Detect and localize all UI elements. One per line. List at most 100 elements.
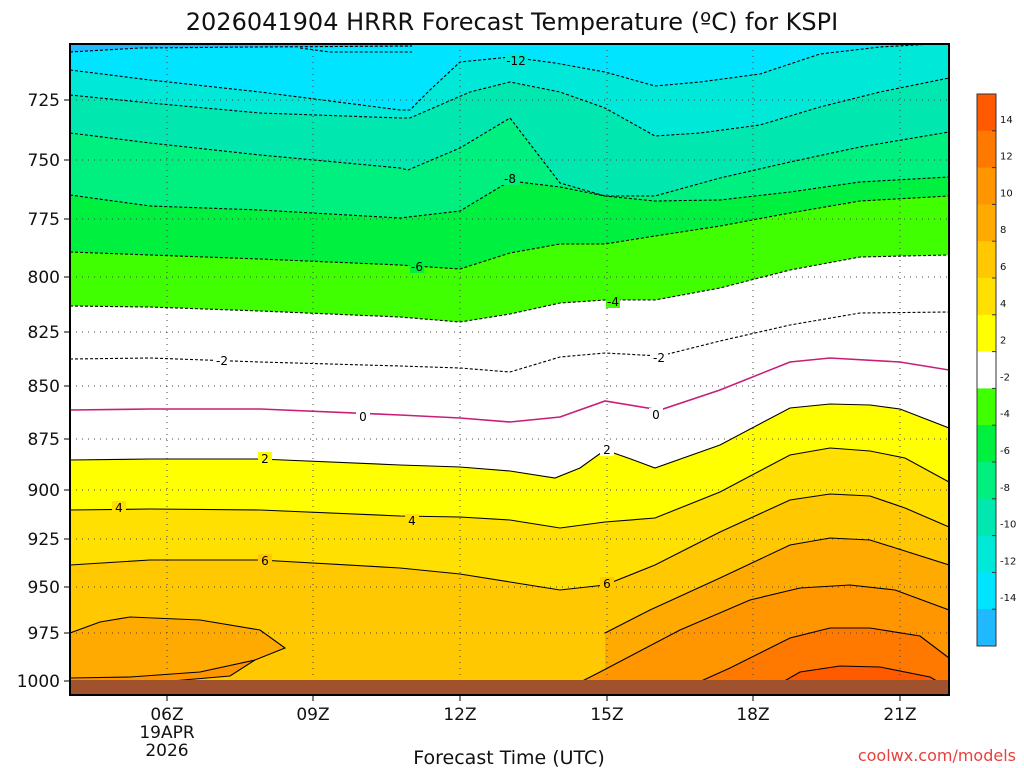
contour-label-four-right: 4 [405, 514, 419, 528]
colorbar-swatch [977, 314, 996, 353]
plot-frame [69, 43, 950, 696]
y-tick-label: 925 [28, 530, 60, 550]
svg-text:0: 0 [359, 410, 367, 424]
contour-label-two-right: 2 [600, 443, 614, 457]
contour-minus10 [70, 77, 949, 137]
y-tick-label: 800 [28, 268, 60, 288]
contour-label-six-right: 6 [600, 577, 614, 591]
y-tick-label: 950 [28, 578, 60, 598]
colorbar-tick-label: -4 [1000, 409, 1010, 420]
svg-text:-2: -2 [216, 354, 228, 368]
contour-label-minus2-left: -2 [215, 354, 229, 368]
svg-text:4: 4 [408, 514, 416, 528]
x-tick-label: 18Z [736, 705, 769, 725]
svg-text:-12: -12 [506, 54, 526, 68]
y-tick-label: 975 [28, 624, 60, 644]
contour-minus2-upper [70, 311, 949, 373]
x-tick-label: 09Z [296, 705, 329, 725]
x-tick-label: 06Z [150, 705, 183, 725]
svg-text:-2: -2 [653, 351, 665, 365]
contour-label-minus12: -12 [505, 54, 527, 68]
colorbar-swatch [977, 94, 996, 132]
x-tick-label: 15Z [590, 705, 623, 725]
contour-plus10-right [554, 584, 949, 695]
colorbar-frame [976, 93, 997, 647]
svg-text:6: 6 [261, 554, 269, 568]
colorbar-tick-label: 12 [1000, 152, 1013, 163]
x-tick-label: 21Z [883, 705, 916, 725]
colorbar-tick-label: -10 [1000, 520, 1016, 531]
y-tick-label: 875 [28, 430, 60, 450]
y-tick-label: 725 [28, 91, 60, 111]
contour-minus12 [70, 44, 942, 111]
svg-text:-8: -8 [504, 172, 516, 186]
svg-text:6: 6 [603, 577, 611, 591]
x-tick-labels: 06Z 09Z 12Z 15Z 18Z 21Z 19APR 2026 [139, 705, 916, 761]
contour-label-minus4: -4 [606, 295, 620, 309]
colorbar-tick-label: 8 [1000, 225, 1006, 236]
contour-minus8 [70, 117, 949, 197]
y-tick-label: 850 [28, 377, 60, 397]
contour-zero [70, 357, 949, 423]
y-tick-label: 900 [28, 481, 60, 501]
colorbar-swatch [977, 130, 996, 169]
x-date-line-1: 19APR [139, 723, 195, 743]
colorbar-swatch [977, 278, 996, 316]
ground-surface [70, 680, 949, 695]
contour-label-minus8: -8 [500, 172, 520, 186]
colorbar-tick-label: -14 [1000, 593, 1016, 604]
colorbar-swatch [977, 167, 996, 205]
contour-label-minus6: -6 [410, 260, 424, 274]
y-axis [64, 99, 70, 682]
colorbar-tick-label: -6 [1000, 446, 1010, 457]
y-tick-label: 1000 [17, 672, 60, 692]
y-tick-label: 750 [28, 151, 60, 171]
colorbar-tick-label: 14 [1000, 115, 1013, 126]
colorbar-swatch [977, 535, 996, 573]
plot-area [70, 44, 949, 695]
contour-label-zero-left: 0 [356, 410, 370, 424]
colorbar-tick-label: -8 [1000, 483, 1010, 494]
contour-plus4 [70, 447, 949, 529]
contour-minus2 [70, 254, 949, 323]
colorbar-swatch [977, 572, 996, 610]
colorbar-swatch [977, 462, 996, 500]
y-tick-label: 825 [28, 323, 60, 343]
svg-text:-6: -6 [411, 260, 423, 274]
contour-plus14 [759, 665, 949, 695]
svg-text:0: 0 [652, 408, 660, 422]
contour-label-four-left: 4 [112, 501, 126, 515]
x-date-line-2: 2026 [145, 741, 188, 761]
colorbar-tick-label: 6 [1000, 262, 1006, 273]
svg-text:2: 2 [261, 452, 269, 466]
colorbar-tick-label: -12 [1000, 556, 1016, 567]
band-plus10-to-plus12 [70, 585, 949, 695]
contour-minus16-top [299, 47, 412, 53]
colorbar-swatch [977, 498, 996, 537]
colorbar-swatch [977, 204, 996, 242]
contour-minus4 [70, 195, 949, 270]
svg-text:2: 2 [603, 443, 611, 457]
colorbar-tick-label: 4 [1000, 299, 1006, 310]
x-tick-label: 12Z [443, 705, 476, 725]
colorbar-tick-label: -2 [1000, 372, 1010, 383]
contour-label-six-left: 6 [258, 554, 272, 568]
colorbar-swatch [977, 388, 996, 426]
contour-label-minus2-right: -2 [650, 351, 668, 365]
y-tick-label: 775 [28, 210, 60, 230]
colorbar-swatch [977, 609, 996, 647]
svg-text:4: 4 [115, 501, 123, 515]
contour-plus12 [669, 627, 949, 695]
contour-minus6 [70, 176, 949, 219]
x-axis [166, 695, 901, 701]
contour-minus14 [70, 45, 413, 53]
colorbar: 14 12 10 8 6 4 2 -2 -4 -6 -8 -10 -12 -14 [976, 93, 1016, 647]
colorbar-tick-label: 2 [1000, 336, 1006, 347]
svg-text:-4: -4 [607, 295, 619, 309]
colorbar-swatch [977, 425, 996, 463]
colorbar-swatch [977, 241, 996, 279]
x-axis-label: Forecast Time (UTC) [413, 747, 604, 768]
contour-labels: -12 -8 -6 -4 -2 -2 0 0 2 2 4 4 6 6 [112, 54, 668, 591]
